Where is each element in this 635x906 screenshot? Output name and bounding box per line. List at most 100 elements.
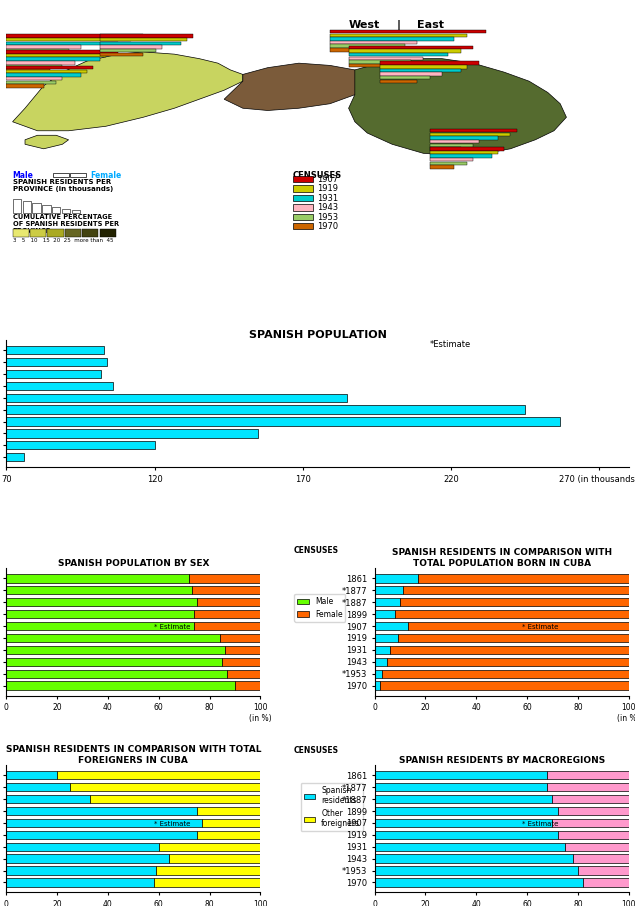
Text: SPANISH RESIDENTS PER
PROVINCE (in thousands): SPANISH RESIDENTS PER PROVINCE (in thous… — [13, 179, 113, 192]
Bar — [330, 37, 455, 41]
Bar — [330, 34, 467, 37]
Bar — [159, 843, 260, 851]
Text: 1931: 1931 — [318, 194, 338, 203]
Bar — [429, 136, 498, 140]
Bar — [220, 634, 260, 642]
Bar — [6, 598, 197, 606]
Bar — [6, 57, 100, 61]
Bar — [0, 453, 24, 461]
Bar — [375, 783, 547, 792]
Bar — [330, 30, 486, 34]
Text: CENSUSES: CENSUSES — [293, 746, 338, 755]
Text: Male: Male — [13, 171, 34, 180]
Bar — [194, 610, 260, 618]
Bar — [0, 346, 104, 354]
Bar — [375, 670, 382, 678]
Bar — [6, 42, 118, 45]
Bar — [293, 223, 312, 229]
Bar — [6, 84, 44, 88]
Legend: Male, Female: Male, Female — [294, 594, 345, 622]
Bar — [429, 165, 455, 169]
Bar — [375, 843, 565, 851]
Bar — [6, 819, 202, 827]
Bar — [6, 574, 189, 583]
Bar — [13, 229, 29, 236]
Bar — [395, 610, 629, 618]
Bar — [90, 795, 260, 804]
Text: 1970: 1970 — [318, 222, 338, 231]
Text: CENSUSES: CENSUSES — [293, 546, 338, 555]
Bar — [375, 819, 552, 827]
Bar — [6, 681, 235, 689]
Bar — [573, 854, 629, 863]
Bar — [100, 38, 187, 42]
Bar — [53, 207, 60, 213]
Bar — [375, 646, 390, 654]
Bar — [349, 61, 411, 63]
Polygon shape — [13, 52, 243, 130]
Bar — [6, 634, 220, 642]
Bar — [32, 203, 41, 213]
Bar — [70, 173, 86, 177]
Bar — [0, 393, 347, 402]
Bar — [6, 53, 106, 57]
Bar — [429, 147, 504, 150]
Bar — [225, 646, 260, 654]
Text: 1907: 1907 — [318, 175, 338, 184]
Bar — [6, 807, 197, 815]
Bar — [380, 62, 479, 65]
Bar — [6, 73, 81, 77]
Bar — [100, 229, 116, 236]
Bar — [398, 634, 629, 642]
Bar — [6, 843, 159, 851]
Text: |: | — [396, 20, 401, 32]
Bar — [293, 214, 312, 220]
Bar — [375, 610, 395, 618]
Bar — [6, 66, 93, 70]
Bar — [375, 681, 380, 689]
Bar — [6, 45, 81, 49]
Title: SPANISH RESIDENTS IN COMPARISON WITH TOTAL
FOREIGNERS IN CUBA: SPANISH RESIDENTS IN COMPARISON WITH TOT… — [6, 746, 261, 765]
Bar — [43, 205, 51, 213]
Bar — [375, 854, 573, 863]
Bar — [6, 64, 62, 68]
Bar — [375, 574, 418, 583]
Bar — [6, 795, 90, 804]
Bar — [429, 148, 460, 150]
Bar — [154, 878, 260, 887]
Bar — [380, 681, 629, 689]
Polygon shape — [224, 63, 367, 111]
Bar — [30, 229, 46, 236]
Bar — [197, 598, 260, 606]
Bar — [583, 878, 629, 887]
Bar — [6, 854, 169, 863]
Bar — [6, 831, 197, 839]
Bar — [429, 161, 467, 165]
Bar — [387, 658, 629, 666]
Bar — [0, 370, 101, 378]
Bar — [293, 195, 312, 201]
Bar — [6, 658, 222, 666]
Bar — [100, 49, 156, 53]
Bar — [418, 574, 629, 583]
Bar — [349, 45, 473, 49]
Bar — [0, 358, 107, 366]
Bar — [57, 771, 260, 779]
Bar — [380, 65, 467, 69]
Text: 3   5   10   15  20  25  more than  45: 3 5 10 15 20 25 more than 45 — [13, 237, 113, 243]
Bar — [6, 69, 50, 72]
Text: East: East — [417, 20, 444, 30]
Bar — [578, 866, 629, 874]
Bar — [197, 831, 260, 839]
Bar — [6, 646, 225, 654]
Bar — [83, 229, 98, 236]
Bar — [375, 622, 408, 631]
Bar — [349, 49, 460, 53]
Bar — [429, 150, 498, 154]
Legend: Spanish
residents, Other
foreigners: Spanish residents, Other foreigners — [300, 783, 363, 832]
Text: Female: Female — [90, 171, 122, 180]
Bar — [552, 819, 629, 827]
Text: CENSUSES: CENSUSES — [293, 171, 342, 180]
Bar — [169, 854, 260, 863]
Bar — [227, 670, 260, 678]
